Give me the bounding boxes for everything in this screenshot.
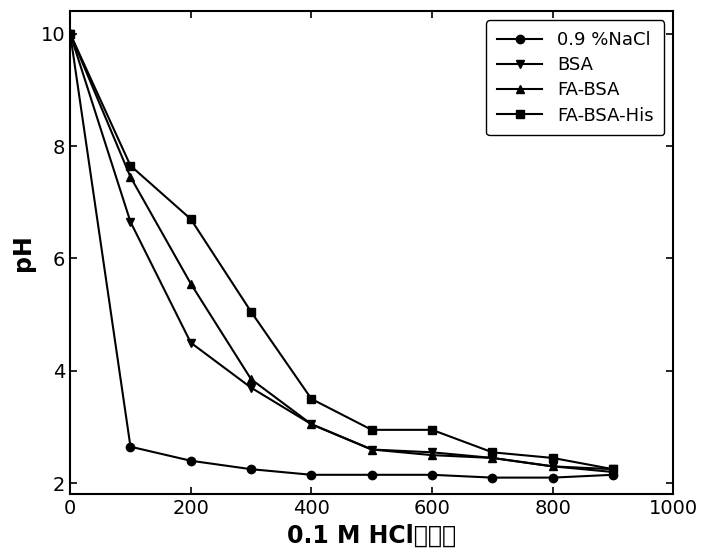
FA-BSA <box>488 454 496 461</box>
0.9 %NaCl <box>609 471 618 478</box>
FA-BSA <box>247 376 255 382</box>
FA-BSA <box>549 463 557 470</box>
0.9 %NaCl <box>428 471 436 478</box>
BSA <box>549 463 557 470</box>
FA-BSA-His <box>186 216 195 222</box>
FA-BSA <box>367 446 376 453</box>
BSA <box>126 219 135 225</box>
FA-BSA-His <box>307 396 316 402</box>
0.9 %NaCl <box>66 30 74 37</box>
0.9 %NaCl <box>307 471 316 478</box>
Line: BSA: BSA <box>66 30 617 473</box>
BSA <box>367 446 376 453</box>
0.9 %NaCl <box>247 466 255 472</box>
BSA <box>428 449 436 456</box>
0.9 %NaCl <box>549 474 557 481</box>
Line: FA-BSA-His: FA-BSA-His <box>66 30 617 473</box>
FA-BSA <box>126 173 135 180</box>
Line: FA-BSA: FA-BSA <box>66 30 617 476</box>
FA-BSA-His <box>488 449 496 456</box>
FA-BSA-His <box>247 309 255 315</box>
BSA <box>488 454 496 461</box>
BSA <box>247 385 255 391</box>
0.9 %NaCl <box>488 474 496 481</box>
FA-BSA <box>186 281 195 287</box>
BSA <box>307 421 316 428</box>
BSA <box>66 30 74 37</box>
Y-axis label: pH: pH <box>11 234 35 271</box>
FA-BSA-His <box>549 454 557 461</box>
FA-BSA-His <box>609 466 618 472</box>
FA-BSA-His <box>126 162 135 169</box>
FA-BSA <box>609 468 618 475</box>
BSA <box>186 339 195 346</box>
FA-BSA <box>307 421 316 428</box>
X-axis label: 0.1 M HCl的体积: 0.1 M HCl的体积 <box>287 524 457 548</box>
Legend: 0.9 %NaCl, BSA, FA-BSA, FA-BSA-His: 0.9 %NaCl, BSA, FA-BSA, FA-BSA-His <box>486 20 664 135</box>
FA-BSA <box>66 30 74 37</box>
BSA <box>609 466 618 472</box>
FA-BSA-His <box>66 30 74 37</box>
FA-BSA-His <box>428 427 436 433</box>
FA-BSA <box>428 452 436 458</box>
0.9 %NaCl <box>186 457 195 464</box>
0.9 %NaCl <box>367 471 376 478</box>
0.9 %NaCl <box>126 443 135 450</box>
FA-BSA-His <box>367 427 376 433</box>
Line: 0.9 %NaCl: 0.9 %NaCl <box>66 30 617 482</box>
